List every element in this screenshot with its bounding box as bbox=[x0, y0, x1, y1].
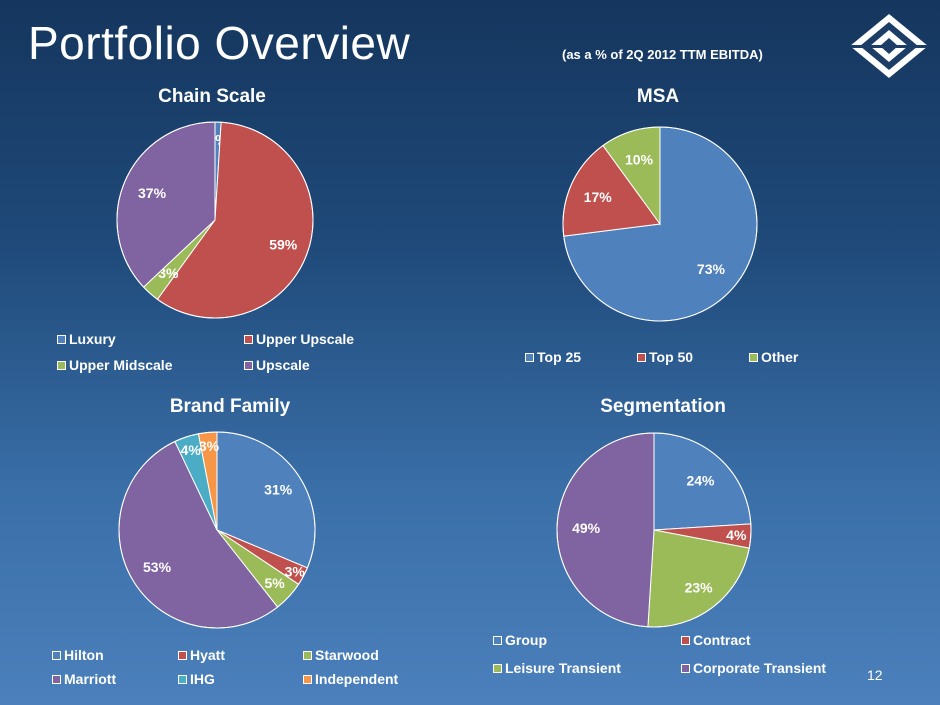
pie-data-label: 59% bbox=[269, 237, 298, 253]
legend-label: Contract bbox=[693, 632, 751, 648]
pie-chart-brand-family: 31%3%5%53%4%3% bbox=[118, 431, 316, 629]
legend-label: Other bbox=[761, 349, 799, 365]
pie-data-label: 23% bbox=[685, 579, 714, 595]
legend-label: Starwood bbox=[315, 647, 379, 663]
legend-item-starwood: Starwood bbox=[303, 647, 379, 663]
legend-item-contract: Contract bbox=[681, 632, 751, 648]
legend-item-hilton: Hilton bbox=[52, 647, 104, 663]
legend-label: Leisure Transient bbox=[505, 660, 621, 676]
chart-title-chain-scale: Chain Scale bbox=[158, 86, 266, 107]
legend-item-luxury: Luxury bbox=[57, 331, 116, 347]
legend-item-leisure-transient: Leisure Transient bbox=[493, 660, 621, 676]
pie-data-label: 4% bbox=[726, 527, 747, 543]
legend-swatch bbox=[52, 674, 61, 684]
pie-outline bbox=[116, 121, 314, 319]
legend-swatch bbox=[681, 663, 690, 673]
legend-swatch bbox=[749, 352, 758, 362]
legend-label: Upper Upscale bbox=[256, 331, 355, 347]
legend-item-ihg: IHG bbox=[178, 671, 215, 687]
pie-outline bbox=[118, 431, 316, 629]
legend-swatch bbox=[637, 352, 646, 362]
legend-item-marriott: Marriott bbox=[52, 671, 116, 687]
pie-data-label: 37% bbox=[138, 185, 167, 201]
legend-swatch bbox=[493, 663, 502, 673]
pie-data-label: 24% bbox=[686, 473, 715, 489]
legend-label: Luxury bbox=[69, 331, 116, 347]
legend-label: IHG bbox=[190, 671, 215, 687]
legend-item-upper-upscale: Upper Upscale bbox=[244, 331, 354, 347]
legend-label: Group bbox=[505, 632, 547, 648]
legend-item-upper-midscale: Upper Midscale bbox=[57, 357, 172, 373]
pie-data-label: 3% bbox=[285, 564, 306, 580]
legend-item-hyatt: Hyatt bbox=[178, 647, 225, 663]
legend-label: Independent bbox=[315, 671, 399, 687]
legend-swatch bbox=[57, 360, 66, 370]
legend-item-other: Other bbox=[749, 349, 798, 365]
pie-data-label: 53% bbox=[143, 559, 172, 575]
legend-label: Marriott bbox=[64, 671, 117, 687]
pie-chart-msa: 73% 17% 10% bbox=[562, 126, 758, 322]
company-logo-icon bbox=[850, 14, 928, 78]
pie-data-label: 4% bbox=[181, 442, 202, 458]
page-subtitle: (as a % of 2Q 2012 TTM EBITDA) bbox=[562, 47, 763, 62]
page-number: 12 bbox=[867, 667, 883, 683]
legend-item-top-50: Top 50 bbox=[637, 349, 693, 365]
pie-chart-chain-scale: 1%59%3%37% bbox=[116, 121, 314, 319]
legend-label: Top 50 bbox=[649, 349, 694, 365]
pie-data-label: 17% bbox=[584, 189, 613, 205]
legend-swatch bbox=[52, 650, 61, 660]
legend-label: Upscale bbox=[256, 357, 310, 373]
legend-swatch bbox=[681, 635, 690, 645]
chart-title-segmentation: Segmentation bbox=[600, 396, 726, 417]
page-title: Portfolio Overview bbox=[28, 17, 411, 69]
legend-swatch bbox=[493, 635, 502, 645]
chart-title-msa: MSA bbox=[636, 86, 680, 107]
legend-swatch bbox=[303, 650, 312, 660]
pie-chart-segmentation: 24% 4% 23% 49% bbox=[556, 432, 752, 628]
legend-label: Top 25 bbox=[537, 349, 582, 365]
legend-item-independent: Independent bbox=[303, 671, 398, 687]
pie-data-label: 5% bbox=[264, 575, 285, 591]
pie-outline bbox=[562, 126, 758, 322]
legend-label: Corporate Transient bbox=[693, 660, 827, 676]
legend-swatch bbox=[244, 334, 253, 344]
pie-data-label: 31% bbox=[264, 481, 293, 497]
pie-data-label: 3% bbox=[199, 438, 220, 454]
legend-swatch bbox=[303, 674, 312, 684]
legend-swatch bbox=[178, 650, 187, 660]
legend-label: Upper Midscale bbox=[69, 357, 173, 373]
legend-item-corporate-transient: Corporate Transient bbox=[681, 660, 826, 676]
pie-outline bbox=[556, 432, 752, 628]
legend-label: Hilton bbox=[64, 647, 104, 663]
legend-item-top-25: Top 25 bbox=[525, 349, 581, 365]
chart-title-brand-family: Brand Family bbox=[169, 396, 291, 417]
legend-swatch bbox=[178, 674, 187, 684]
legend-swatch bbox=[244, 360, 253, 370]
legend-swatch bbox=[525, 352, 534, 362]
legend-item-group: Group bbox=[493, 632, 547, 648]
pie-data-label: 49% bbox=[572, 520, 601, 536]
legend-item-upscale: Upscale bbox=[244, 357, 310, 373]
pie-data-label: 73% bbox=[697, 261, 726, 277]
legend-swatch bbox=[57, 334, 66, 344]
legend-label: Hyatt bbox=[190, 647, 226, 663]
pie-data-label: 10% bbox=[625, 151, 654, 167]
